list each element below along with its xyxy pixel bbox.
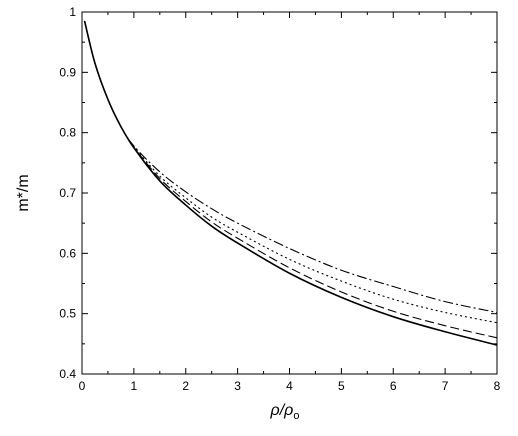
y-axis-label: m*/m xyxy=(15,174,32,211)
x-tick-label: 5 xyxy=(338,379,345,393)
plot-frame xyxy=(81,11,498,375)
x-tick-label: 4 xyxy=(286,379,293,393)
y-tick-label: 0.8 xyxy=(59,126,76,140)
y-tick-label: 0.5 xyxy=(59,307,76,321)
series-line-dotted xyxy=(84,20,498,324)
y-tick-label: 0.4 xyxy=(59,367,76,381)
y-tick-label: 0.6 xyxy=(59,246,76,260)
x-axis-label-subscript: o xyxy=(293,410,299,422)
curves xyxy=(83,20,498,346)
x-tick-label: 6 xyxy=(390,379,397,393)
x-tick-label: 8 xyxy=(494,379,501,393)
x-axis-label-main: ρ/ρ xyxy=(270,402,294,419)
y-tick-label: 0.9 xyxy=(59,65,76,79)
axis-ticks xyxy=(81,11,498,375)
x-axis-label: ρ/ρo xyxy=(270,402,300,422)
tick-labels: 0 1 2 3 4 5 6 7 8 0.4 0.5 0.6 0.7 0.8 0.9 1 xyxy=(59,5,500,393)
y-tick-label: 1 xyxy=(69,5,76,19)
x-tick-label: 0 xyxy=(79,379,86,393)
x-tick-label: 2 xyxy=(182,379,189,393)
series-line-dash-dot xyxy=(84,20,498,313)
y-tick-label: 0.7 xyxy=(59,186,76,200)
series-line-solid xyxy=(83,20,498,346)
series-line-dashed xyxy=(84,20,498,339)
x-tick-label: 7 xyxy=(442,379,449,393)
x-tick-label: 1 xyxy=(131,379,138,393)
x-tick-label: 3 xyxy=(234,379,241,393)
